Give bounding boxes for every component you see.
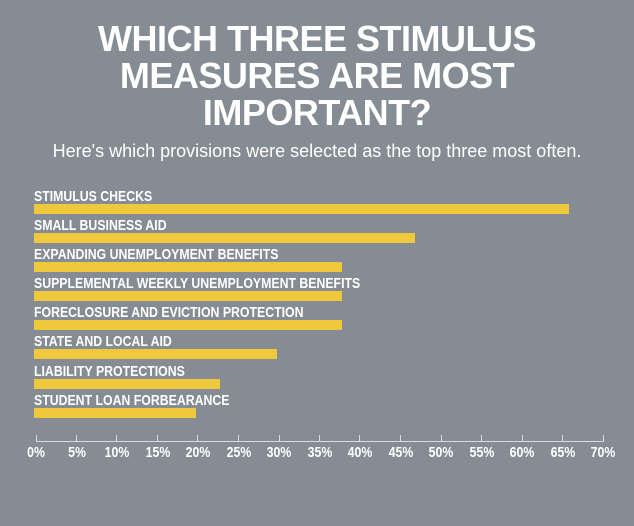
x-axis-tick-label-text: 70% xyxy=(590,444,616,462)
x-axis-tick-label-text: 65% xyxy=(550,444,575,462)
bar xyxy=(34,378,221,389)
bar-label-text: LIABILITY PROTECTIONS xyxy=(34,362,185,380)
x-axis-tick-label-text: 0% xyxy=(27,444,45,462)
bar-label-text: SUPPLEMENTAL WEEKLY UNEMPLOYMENT BENEFIT… xyxy=(34,275,361,293)
bar xyxy=(34,291,342,302)
bar-label-text: SMALL BUSINESS AID xyxy=(34,216,167,234)
x-axis-tick-label: 45% xyxy=(385,444,415,462)
page-subtitle: Here's which provisions were selected as… xyxy=(52,141,582,162)
x-axis-tick xyxy=(400,435,401,443)
x-axis-tick-label-text: 60% xyxy=(509,444,535,462)
x-axis-tick-label-text: 55% xyxy=(469,444,494,462)
chart-row: STATE AND LOCAL AID xyxy=(34,333,634,364)
x-axis-tick-label: 65% xyxy=(547,444,577,462)
x-axis-tick xyxy=(35,435,37,443)
x-axis-tick-label-text: 30% xyxy=(266,444,292,462)
chart-row: FORECLOSURE AND EVICTION PROTECTION xyxy=(34,304,634,335)
x-axis-tick xyxy=(197,435,199,443)
x-axis-tick-label-text: 25% xyxy=(226,444,251,462)
x-axis-tick-label: 25% xyxy=(223,444,253,462)
x-axis-tick-label: 5% xyxy=(66,444,88,462)
x-axis-tick-label: 20% xyxy=(183,444,213,462)
x-axis-tick-label: 70% xyxy=(588,444,618,462)
x-axis-tick xyxy=(521,435,523,443)
chart-row: SMALL BUSINESS AID xyxy=(34,216,634,248)
x-axis-tick xyxy=(562,435,563,443)
chart-row: EXPANDING UNEMPLOYMENT BENEFITS xyxy=(34,245,634,277)
bar xyxy=(34,261,342,272)
x-axis-tick xyxy=(157,435,158,443)
x-axis-tick-label: 15% xyxy=(142,444,172,462)
bar-label: EXPANDING UNEMPLOYMENT BENEFITS xyxy=(34,245,634,263)
bar-label: STIMULUS CHECKS xyxy=(34,187,634,205)
bar xyxy=(34,320,342,331)
bar-chart: STIMULUS CHECKS SMALL BUSINESS AID EXPANDI… xyxy=(27,187,634,470)
x-axis-tick xyxy=(440,435,442,443)
bar-label: SMALL BUSINESS AID xyxy=(34,216,634,234)
stimulus-poll-infographic: WHICH THREE STIMULUS MEASURES ARE MOST I… xyxy=(0,20,634,526)
bar-label-text: FORECLOSURE AND EVICTION PROTECTION xyxy=(34,304,304,322)
x-axis-tick-label-text: 45% xyxy=(388,444,413,462)
x-axis-tick-label: 30% xyxy=(264,444,294,462)
x-axis-tick-label-text: 15% xyxy=(145,444,170,462)
bar-label: STUDENT LOAN FORBEARANCE xyxy=(34,391,634,409)
chart-rows: STIMULUS CHECKS SMALL BUSINESS AID EXPANDI… xyxy=(34,187,634,424)
x-axis-tick-label-text: 10% xyxy=(104,444,130,462)
bar-label-text: STIMULUS CHECKS xyxy=(34,187,153,205)
x-axis-tick xyxy=(359,435,361,443)
x-axis-tick-label-text: 35% xyxy=(307,444,332,462)
bar-label: FORECLOSURE AND EVICTION PROTECTION xyxy=(34,304,634,322)
x-axis-tick-label: 40% xyxy=(345,444,375,462)
chart-row: STIMULUS CHECKS xyxy=(34,187,634,219)
x-axis-tick xyxy=(278,435,280,443)
bar xyxy=(34,349,277,360)
x-axis-tick-label: 50% xyxy=(426,444,456,462)
chart-row: SUPPLEMENTAL WEEKLY UNEMPLOYMENT BENEFIT… xyxy=(34,275,634,306)
x-axis: 0% 5% 10% 15% 20% 25% 30% 35% 40% 45% 50% 55% 60% 65%… xyxy=(27,435,615,469)
x-axis-tick xyxy=(602,435,604,443)
chart-row: STUDENT LOAN FORBEARANCE xyxy=(34,391,634,423)
x-axis-tick-label: 60% xyxy=(507,444,537,462)
bar xyxy=(34,203,569,214)
bar-label: LIABILITY PROTECTIONS xyxy=(34,362,634,380)
x-axis-tick xyxy=(238,435,239,443)
x-axis-tick-label: 10% xyxy=(102,444,132,462)
x-axis-tick xyxy=(481,435,482,443)
x-axis-tick-label: 55% xyxy=(466,444,496,462)
bar-label-text: EXPANDING UNEMPLOYMENT BENEFITS xyxy=(34,245,279,263)
bar-label-text: STUDENT LOAN FORBEARANCE xyxy=(34,391,230,409)
bar xyxy=(34,232,415,243)
chart-row: LIABILITY PROTECTIONS xyxy=(34,362,634,394)
x-axis-tick-label-text: 20% xyxy=(185,444,211,462)
x-axis-tick xyxy=(319,435,320,443)
x-axis-tick xyxy=(116,435,118,443)
x-axis-tick-label: 35% xyxy=(304,444,334,462)
bar-label-text: STATE AND LOCAL AID xyxy=(34,333,172,351)
bar-label: SUPPLEMENTAL WEEKLY UNEMPLOYMENT BENEFIT… xyxy=(34,275,634,293)
x-axis-tick-label-text: 40% xyxy=(347,444,373,462)
x-axis-tick-label-text: 5% xyxy=(67,444,86,462)
x-axis-tick-label: 0% xyxy=(25,444,47,462)
x-axis-tick xyxy=(75,435,77,443)
bar-label: STATE AND LOCAL AID xyxy=(34,333,634,351)
bar xyxy=(34,407,196,418)
page-title: WHICH THREE STIMULUS MEASURES ARE MOST I… xyxy=(98,18,536,134)
x-axis-tick-label-text: 50% xyxy=(428,444,454,462)
